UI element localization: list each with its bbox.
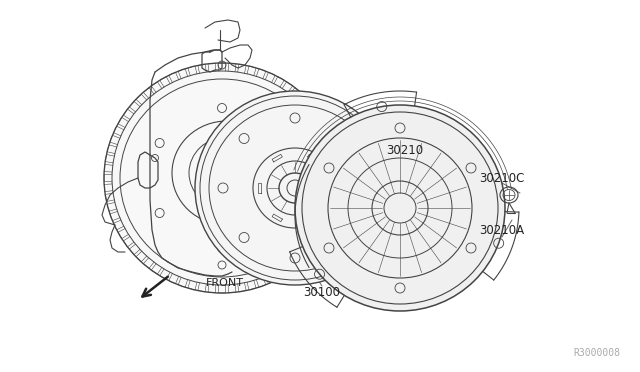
- Text: 30100: 30100: [303, 285, 340, 298]
- Text: 30210A: 30210A: [479, 224, 525, 237]
- Text: R3000008: R3000008: [573, 348, 620, 358]
- Text: 30210C: 30210C: [479, 171, 525, 185]
- Ellipse shape: [295, 105, 505, 311]
- Text: FRONT: FRONT: [206, 278, 244, 288]
- Ellipse shape: [195, 91, 395, 285]
- Text: 30210: 30210: [387, 144, 424, 157]
- Ellipse shape: [106, 65, 338, 291]
